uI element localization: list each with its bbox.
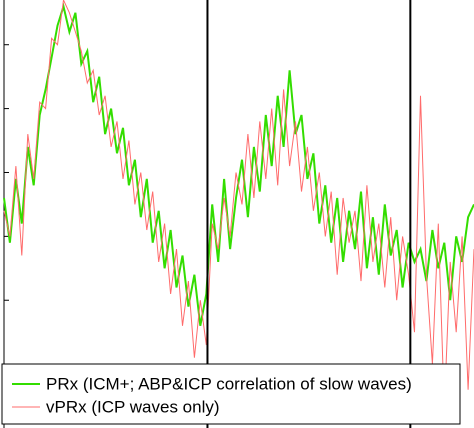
legend-box [1,363,461,425]
series-line [3,0,474,409]
legend-label: PRx (ICM+; ABP&ICP correlation of slow w… [46,374,412,393]
legend-label: vPRx (ICP waves only) [46,397,220,416]
series-line [3,2,474,326]
